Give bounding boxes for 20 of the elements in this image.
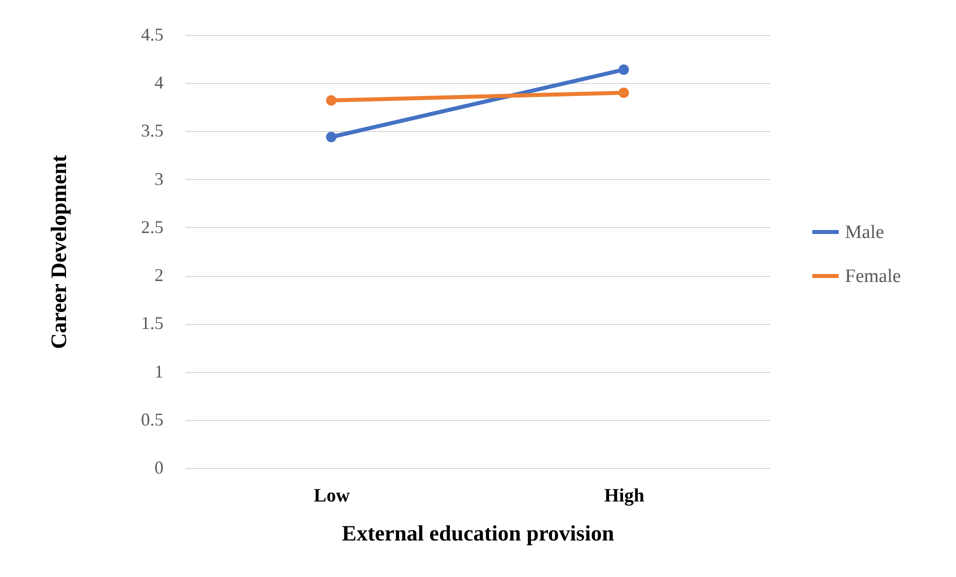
x-axis-title: External education provision — [342, 520, 614, 546]
point — [326, 95, 336, 106]
y-tick-label: 4.5 — [141, 24, 164, 44]
y-tick-label: 2 — [154, 265, 164, 286]
y-tick-label: 2.5 — [141, 216, 164, 237]
legend-label: Female — [845, 266, 901, 287]
point — [618, 88, 629, 98]
y-tick-label: 4 — [154, 72, 164, 93]
y-tick-label: 0 — [154, 458, 164, 478]
y-tick-label: 3.5 — [141, 120, 164, 141]
legend-label: Male — [845, 222, 884, 243]
x-tick-label: High — [604, 486, 645, 506]
point — [618, 64, 629, 75]
y-tick-label: 1 — [154, 361, 164, 382]
y-tick-label: 3 — [154, 168, 164, 189]
x-tick-label: Low — [314, 486, 350, 506]
y-axis-title: Career Development — [46, 154, 71, 350]
point — [326, 132, 336, 142]
y-tick-label: 1.5 — [141, 313, 164, 334]
y-tick-label: 0.5 — [141, 409, 164, 430]
